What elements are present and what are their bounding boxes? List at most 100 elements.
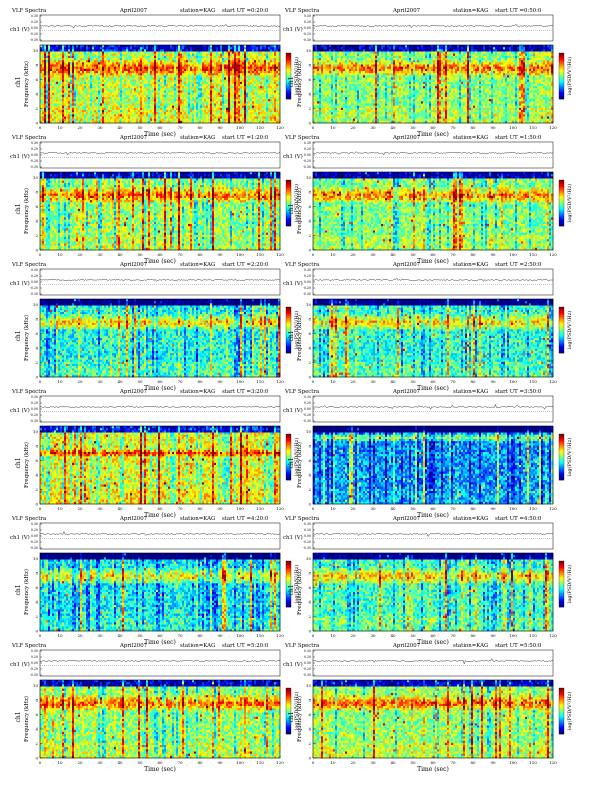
spectrogram-cell (258, 69, 260, 71)
spectrogram-cell (176, 84, 178, 86)
spectrogram-cell (214, 114, 216, 116)
spectrogram-cell (268, 45, 270, 47)
spectrogram-cell (250, 47, 252, 49)
spectrogram-cell (206, 97, 208, 99)
spectrogram-cell (252, 97, 254, 99)
spectrogram-cell (268, 114, 270, 116)
spectrogram-cell (132, 86, 134, 88)
spectrogram-cell (76, 101, 78, 103)
spectrogram-cell (186, 45, 188, 47)
spectrogram-cell (228, 88, 230, 90)
spectrogram-cell (164, 108, 166, 110)
spectrogram-cell (146, 67, 148, 69)
spectrogram-cell (172, 93, 174, 95)
spectrogram-cell (82, 88, 84, 90)
spectrogram-cell (256, 82, 258, 84)
spectrogram-cell (166, 101, 168, 103)
spectrogram-cell (156, 86, 158, 88)
spectrogram-cell (244, 101, 246, 103)
spectrogram-cell (88, 56, 90, 58)
spectrogram-cell (246, 47, 248, 49)
spectrogram-cell (76, 62, 78, 64)
spectrogram-cell (138, 52, 140, 54)
spectrogram-cell (156, 78, 158, 80)
spectrogram-cell (212, 97, 214, 99)
spectrogram-cell (148, 54, 150, 56)
spectrogram-cell (64, 106, 66, 108)
spectrogram-cell (66, 86, 68, 88)
spectrogram-cell (82, 75, 84, 77)
spectrogram-cell (112, 93, 114, 95)
spectrogram-cell (72, 73, 74, 75)
spectrogram-cell (160, 95, 162, 97)
spectrogram-cell (64, 67, 66, 69)
spectrogram-cell (252, 101, 254, 103)
spectrogram-cell (154, 67, 156, 69)
spectrogram-cell (40, 52, 42, 54)
spectrogram-cell (124, 65, 126, 67)
spectrogram-cell (86, 73, 88, 75)
spectrogram-cell (276, 93, 278, 95)
spectrogram-cell (140, 52, 142, 54)
spectrogram-cell (96, 112, 98, 114)
spectrogram-cell (178, 101, 180, 103)
spectrogram-cell (116, 58, 118, 60)
spectrogram-cell (64, 93, 66, 95)
spectrogram-cell (216, 69, 218, 71)
spectrogram-cell (190, 95, 192, 97)
spectrogram-cell (70, 52, 72, 54)
spectrogram-cell (180, 54, 182, 56)
spectrogram-cell (162, 101, 164, 103)
spectrogram-cell (260, 58, 262, 60)
spectrogram-cell (62, 91, 64, 93)
spectrogram-cell (206, 93, 208, 95)
spectrogram-cell (220, 88, 222, 90)
spectrogram-cell (238, 56, 240, 58)
spectrogram-cell (196, 82, 198, 84)
spectrogram-cell (238, 86, 240, 88)
spectrogram-cell (268, 80, 270, 82)
spectrogram-cell (136, 106, 138, 108)
spectrogram-cell (220, 69, 222, 71)
spectrogram-cell (194, 114, 196, 116)
spectrogram-cell (212, 54, 214, 56)
spectrogram-cell (252, 95, 254, 97)
spectrogram-cell (234, 62, 236, 64)
spectrogram-cell (90, 88, 92, 90)
spectrogram-cell (46, 71, 48, 73)
spectrogram-cell (142, 47, 144, 49)
spectrogram-cell (78, 45, 80, 47)
spectrogram-cell (176, 69, 178, 71)
spectrogram-cell (92, 60, 94, 62)
spectrogram-cell (54, 88, 56, 90)
spectrogram-cell (50, 52, 52, 54)
spectrogram-cell (170, 67, 172, 69)
spectrogram-cell (132, 84, 134, 86)
spectrogram-cell (206, 99, 208, 101)
spectrogram-cell (274, 112, 276, 114)
spectrogram-cell (250, 80, 252, 82)
spectrogram-cell (46, 106, 48, 108)
spectrogram-cell (76, 75, 78, 77)
spectrogram-cell (186, 80, 188, 82)
spectrogram-cell (188, 45, 190, 47)
spectrogram-cell (182, 65, 184, 67)
spectrogram-cell (212, 82, 214, 84)
spectrogram-cell (68, 91, 70, 93)
spectrogram-cell (116, 67, 118, 69)
spectrogram-cell (108, 54, 110, 56)
spectrogram-cell (206, 45, 208, 47)
spectrogram-cell (158, 58, 160, 60)
spectrogram-cell (130, 86, 132, 88)
spectrogram-cell (172, 106, 174, 108)
spectrogram-cell (230, 56, 232, 58)
spectrogram-cell (218, 104, 220, 106)
spectrogram-cell (238, 62, 240, 64)
spectrogram-cell (70, 84, 72, 86)
spectrogram-cell (154, 106, 156, 108)
spectrogram-cell (136, 110, 138, 112)
spectrogram-cell (188, 73, 190, 75)
spectrogram-cell (182, 54, 184, 56)
spectrogram-cell (110, 97, 112, 99)
spectrogram-cell (254, 73, 256, 75)
